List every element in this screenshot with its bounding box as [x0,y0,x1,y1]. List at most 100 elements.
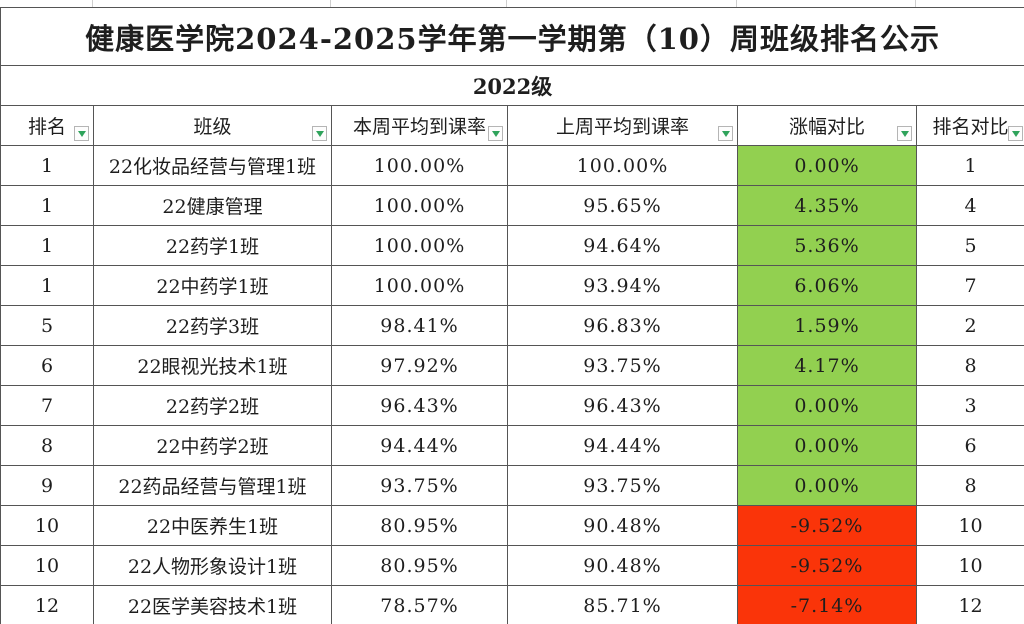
last-week-cell[interactable]: 90.48% [507,545,738,586]
header-rank-label: 排名 [27,116,66,138]
table-row: 10 22人物形象设计1班 80.95% 90.48% -9.52% 10 [0,545,1024,586]
header-class[interactable]: 班级 [93,105,332,146]
rank-cell[interactable]: 9 [0,465,94,506]
page-title[interactable]: 健康医学院2024-2025学年第一学期第（10）周班级排名公示 [0,7,1024,66]
header-this-week[interactable]: 本周平均到课率 [331,105,508,146]
sheet-gridline [736,0,737,7]
this-week-cell[interactable]: 80.95% [331,545,508,586]
filter-dropdown-button[interactable] [74,126,89,141]
change-cell[interactable]: -9.52% [737,505,917,546]
rank-compare-cell[interactable]: 12 [915,585,1024,624]
rank-cell[interactable]: 10 [0,545,94,586]
last-week-cell[interactable]: 93.94% [507,265,738,306]
class-name-cell[interactable]: 22化妆品经营与管理1班 [93,145,332,186]
rank-compare-cell[interactable]: 7 [915,265,1024,306]
rank-cell[interactable]: 1 [0,145,94,186]
ranking-table: 健康医学院2024-2025学年第一学期第（10）周班级排名公示 2022级 排… [0,7,1024,624]
rank-compare-cell[interactable]: 2 [915,305,1024,346]
rank-cell[interactable]: 10 [0,505,94,546]
header-rank-compare[interactable]: 排名对比 [915,105,1024,146]
this-week-cell[interactable]: 80.95% [331,505,508,546]
rank-compare-cell[interactable]: 3 [915,385,1024,426]
class-name-cell[interactable]: 22人物形象设计1班 [93,545,332,586]
last-week-cell[interactable]: 94.64% [507,225,738,266]
class-name-cell[interactable]: 22中药学1班 [93,265,332,306]
rank-cell[interactable]: 6 [0,345,94,386]
class-name-cell[interactable]: 22药学2班 [93,385,332,426]
last-week-cell[interactable]: 93.75% [507,465,738,506]
last-week-cell[interactable]: 90.48% [507,505,738,546]
filter-dropdown-button[interactable] [718,126,733,141]
rank-compare-cell[interactable]: 10 [915,505,1024,546]
rank-cell[interactable]: 1 [0,185,94,226]
this-week-cell[interactable]: 94.44% [331,425,508,466]
last-week-cell[interactable]: 96.83% [507,305,738,346]
grade-subtitle[interactable]: 2022级 [0,65,1024,106]
this-week-cell[interactable]: 78.57% [331,585,508,624]
this-week-cell[interactable]: 100.00% [331,265,508,306]
change-cell[interactable]: -7.14% [737,585,917,624]
class-name-cell[interactable]: 22中药学2班 [93,425,332,466]
last-week-cell[interactable]: 85.71% [507,585,738,624]
header-this-week-label: 本周平均到课率 [352,116,486,138]
class-name-cell[interactable]: 22中医养生1班 [93,505,332,546]
title-row: 健康医学院2024-2025学年第一学期第（10）周班级排名公示 [0,7,1024,66]
last-week-cell[interactable]: 100.00% [507,145,738,186]
last-week-cell[interactable]: 95.65% [507,185,738,226]
filter-dropdown-button[interactable] [897,126,912,141]
rank-cell[interactable]: 12 [0,585,94,624]
change-cell[interactable]: 0.00% [737,425,917,466]
rank-cell[interactable]: 1 [0,265,94,306]
change-cell[interactable]: 4.17% [737,345,917,386]
change-cell[interactable]: -9.52% [737,545,917,586]
table-row: 1 22药学1班 100.00% 94.64% 5.36% 5 [0,225,1024,266]
change-cell[interactable]: 4.35% [737,185,917,226]
rank-compare-cell[interactable]: 5 [915,225,1024,266]
filter-dropdown-button[interactable] [312,126,327,141]
last-week-cell[interactable]: 94.44% [507,425,738,466]
this-week-cell[interactable]: 97.92% [331,345,508,386]
class-name-cell[interactable]: 22健康管理 [93,185,332,226]
table-row: 8 22中药学2班 94.44% 94.44% 0.00% 6 [0,425,1024,466]
header-rank-compare-label: 排名对比 [932,116,1009,138]
class-name-cell[interactable]: 22眼视光技术1班 [93,345,332,386]
rank-cell[interactable]: 1 [0,225,94,266]
change-cell[interactable]: 6.06% [737,265,917,306]
change-cell[interactable]: 0.00% [737,465,917,506]
rank-cell[interactable]: 7 [0,385,94,426]
rank-compare-cell[interactable]: 8 [915,465,1024,506]
rank-compare-cell[interactable]: 4 [915,185,1024,226]
this-week-cell[interactable]: 93.75% [331,465,508,506]
sheet-gridline [92,0,93,7]
filter-dropdown-icon [77,131,86,137]
filter-dropdown-button[interactable] [1008,126,1024,141]
change-cell[interactable]: 5.36% [737,225,917,266]
rank-compare-cell[interactable]: 1 [915,145,1024,186]
rank-cell[interactable]: 8 [0,425,94,466]
this-week-cell[interactable]: 96.43% [331,385,508,426]
class-name-cell[interactable]: 22药学1班 [93,225,332,266]
change-cell[interactable]: 0.00% [737,145,917,186]
table-row: 1 22健康管理 100.00% 95.65% 4.35% 4 [0,185,1024,226]
header-rank[interactable]: 排名 [0,105,94,146]
change-cell[interactable]: 0.00% [737,385,917,426]
last-week-cell[interactable]: 96.43% [507,385,738,426]
header-last-week[interactable]: 上周平均到课率 [507,105,738,146]
filter-dropdown-icon [721,131,730,137]
last-week-cell[interactable]: 93.75% [507,345,738,386]
rank-compare-cell[interactable]: 6 [915,425,1024,466]
filter-dropdown-button[interactable] [488,126,503,141]
class-name-cell[interactable]: 22药学3班 [93,305,332,346]
this-week-cell[interactable]: 100.00% [331,145,508,186]
rank-compare-cell[interactable]: 10 [915,545,1024,586]
this-week-cell[interactable]: 100.00% [331,225,508,266]
header-change[interactable]: 涨幅对比 [737,105,917,146]
rank-compare-cell[interactable]: 8 [915,345,1024,386]
this-week-cell[interactable]: 100.00% [331,185,508,226]
rank-cell[interactable]: 5 [0,305,94,346]
change-cell[interactable]: 1.59% [737,305,917,346]
this-week-cell[interactable]: 98.41% [331,305,508,346]
class-name-cell[interactable]: 22药品经营与管理1班 [93,465,332,506]
sheet-gridline [915,0,916,7]
class-name-cell[interactable]: 22医学美容技术1班 [93,585,332,624]
